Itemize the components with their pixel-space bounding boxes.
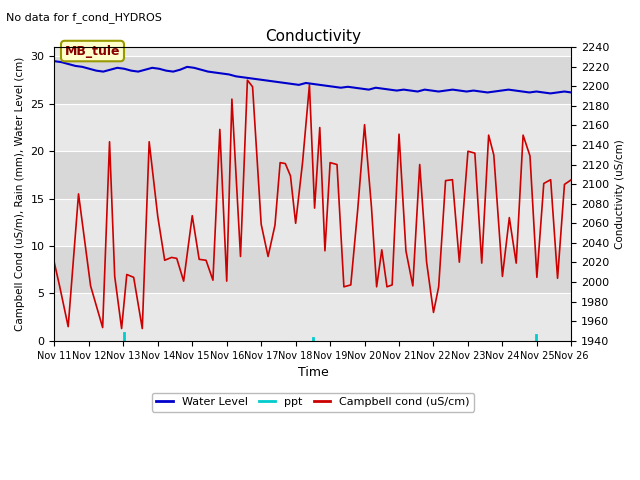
Text: MB_tule: MB_tule [65,45,120,58]
Bar [54,246,572,293]
Bar [54,104,572,151]
Title: Conductivity: Conductivity [265,29,361,44]
Bar [54,199,572,246]
Bar [54,293,572,341]
X-axis label: Time: Time [298,366,328,379]
Y-axis label: Campbell Cond (uS/m), Rain (mm), Water Level (cm): Campbell Cond (uS/m), Rain (mm), Water L… [15,57,25,331]
Y-axis label: Conductivity (uS/cm): Conductivity (uS/cm) [615,139,625,249]
Bar [54,57,572,104]
Text: No data for f_cond_HYDROS: No data for f_cond_HYDROS [6,12,163,23]
Legend: Water Level, ppt, Campbell cond (uS/cm): Water Level, ppt, Campbell cond (uS/cm) [152,393,474,412]
Bar [54,151,572,199]
